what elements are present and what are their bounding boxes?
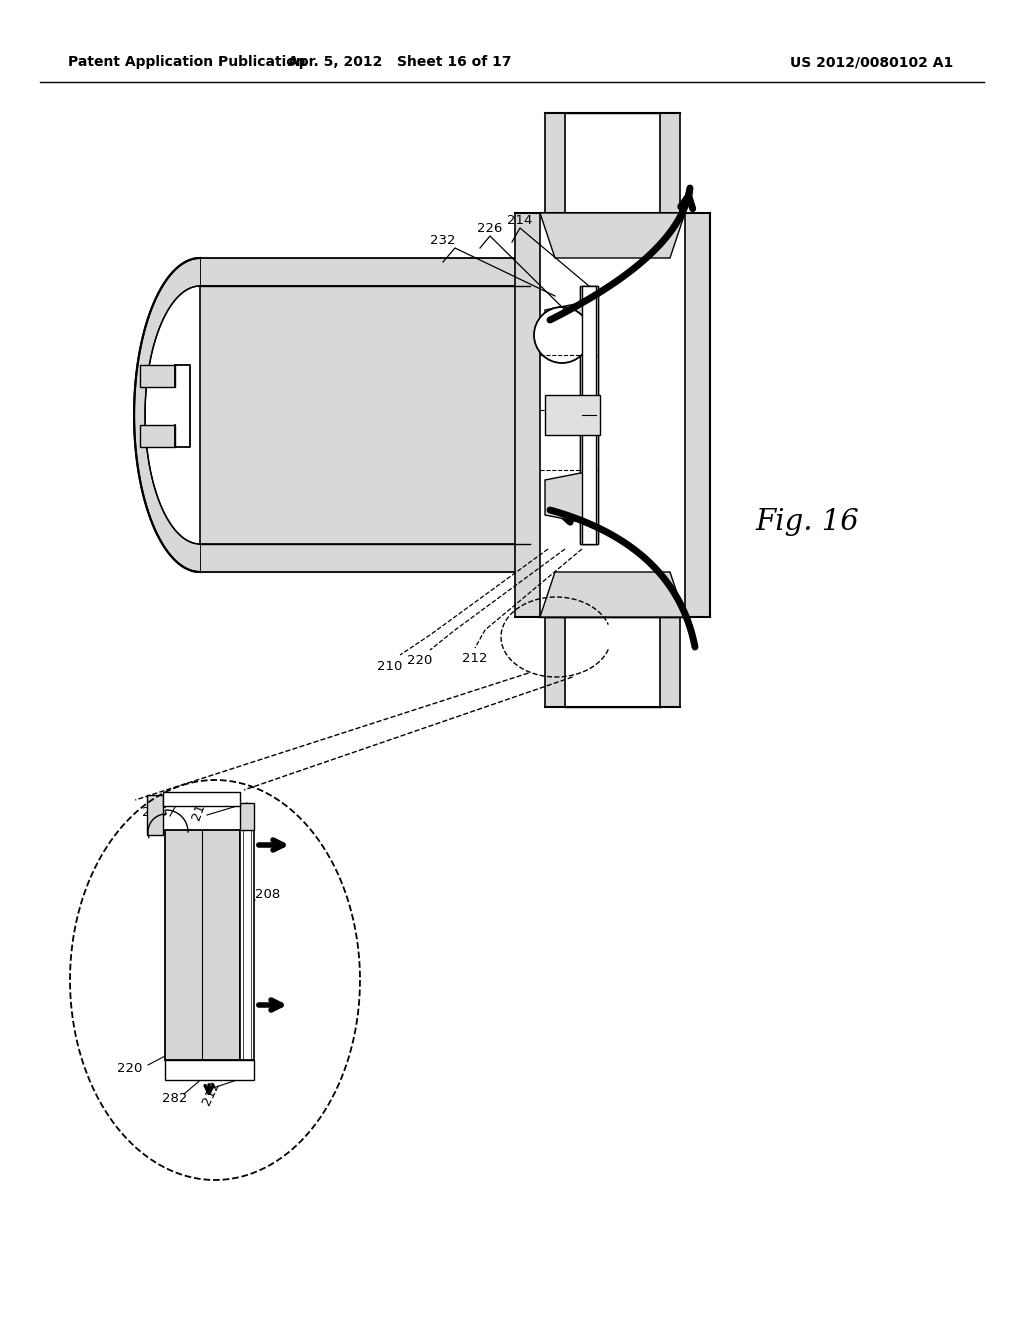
Text: Apr. 5, 2012   Sheet 16 of 17: Apr. 5, 2012 Sheet 16 of 17 (288, 55, 512, 69)
Bar (163, 792, 240, 807)
Bar (200, 286, 520, 544)
Bar (660, 616, 680, 708)
Bar (140, 366, 175, 387)
Bar (685, 213, 710, 616)
Bar (147, 795, 163, 836)
Text: 212: 212 (462, 652, 487, 665)
Text: 226: 226 (477, 223, 503, 235)
Bar (545, 395, 600, 436)
Polygon shape (545, 470, 596, 525)
Polygon shape (134, 257, 200, 572)
Text: Fig. 16: Fig. 16 (755, 508, 859, 536)
Bar (660, 114, 680, 213)
Text: 212: 212 (200, 1078, 222, 1107)
Bar (580, 286, 598, 544)
Text: 210: 210 (377, 660, 402, 672)
Polygon shape (545, 300, 596, 355)
Text: US 2012/0080102 A1: US 2012/0080102 A1 (790, 55, 953, 69)
Text: 282: 282 (163, 1092, 187, 1105)
Bar (580, 286, 598, 544)
Bar (240, 803, 254, 830)
Text: 220: 220 (118, 1061, 142, 1074)
Bar (240, 830, 254, 1060)
Bar (582, 286, 596, 544)
Text: 214: 214 (189, 793, 211, 822)
Bar (200, 544, 530, 572)
Text: 208: 208 (255, 888, 281, 902)
Text: 214: 214 (507, 214, 532, 227)
Polygon shape (540, 572, 685, 616)
Bar (545, 114, 565, 213)
Bar (165, 1060, 254, 1080)
Bar (200, 257, 530, 286)
Polygon shape (540, 213, 685, 257)
Circle shape (534, 308, 590, 363)
Text: 220: 220 (408, 655, 433, 668)
Text: 226: 226 (142, 807, 168, 820)
Bar (140, 425, 175, 447)
Text: 232: 232 (430, 235, 456, 248)
Bar (515, 213, 540, 616)
Bar (165, 830, 240, 1060)
Text: Patent Application Publication: Patent Application Publication (68, 55, 306, 69)
Bar (545, 616, 565, 708)
